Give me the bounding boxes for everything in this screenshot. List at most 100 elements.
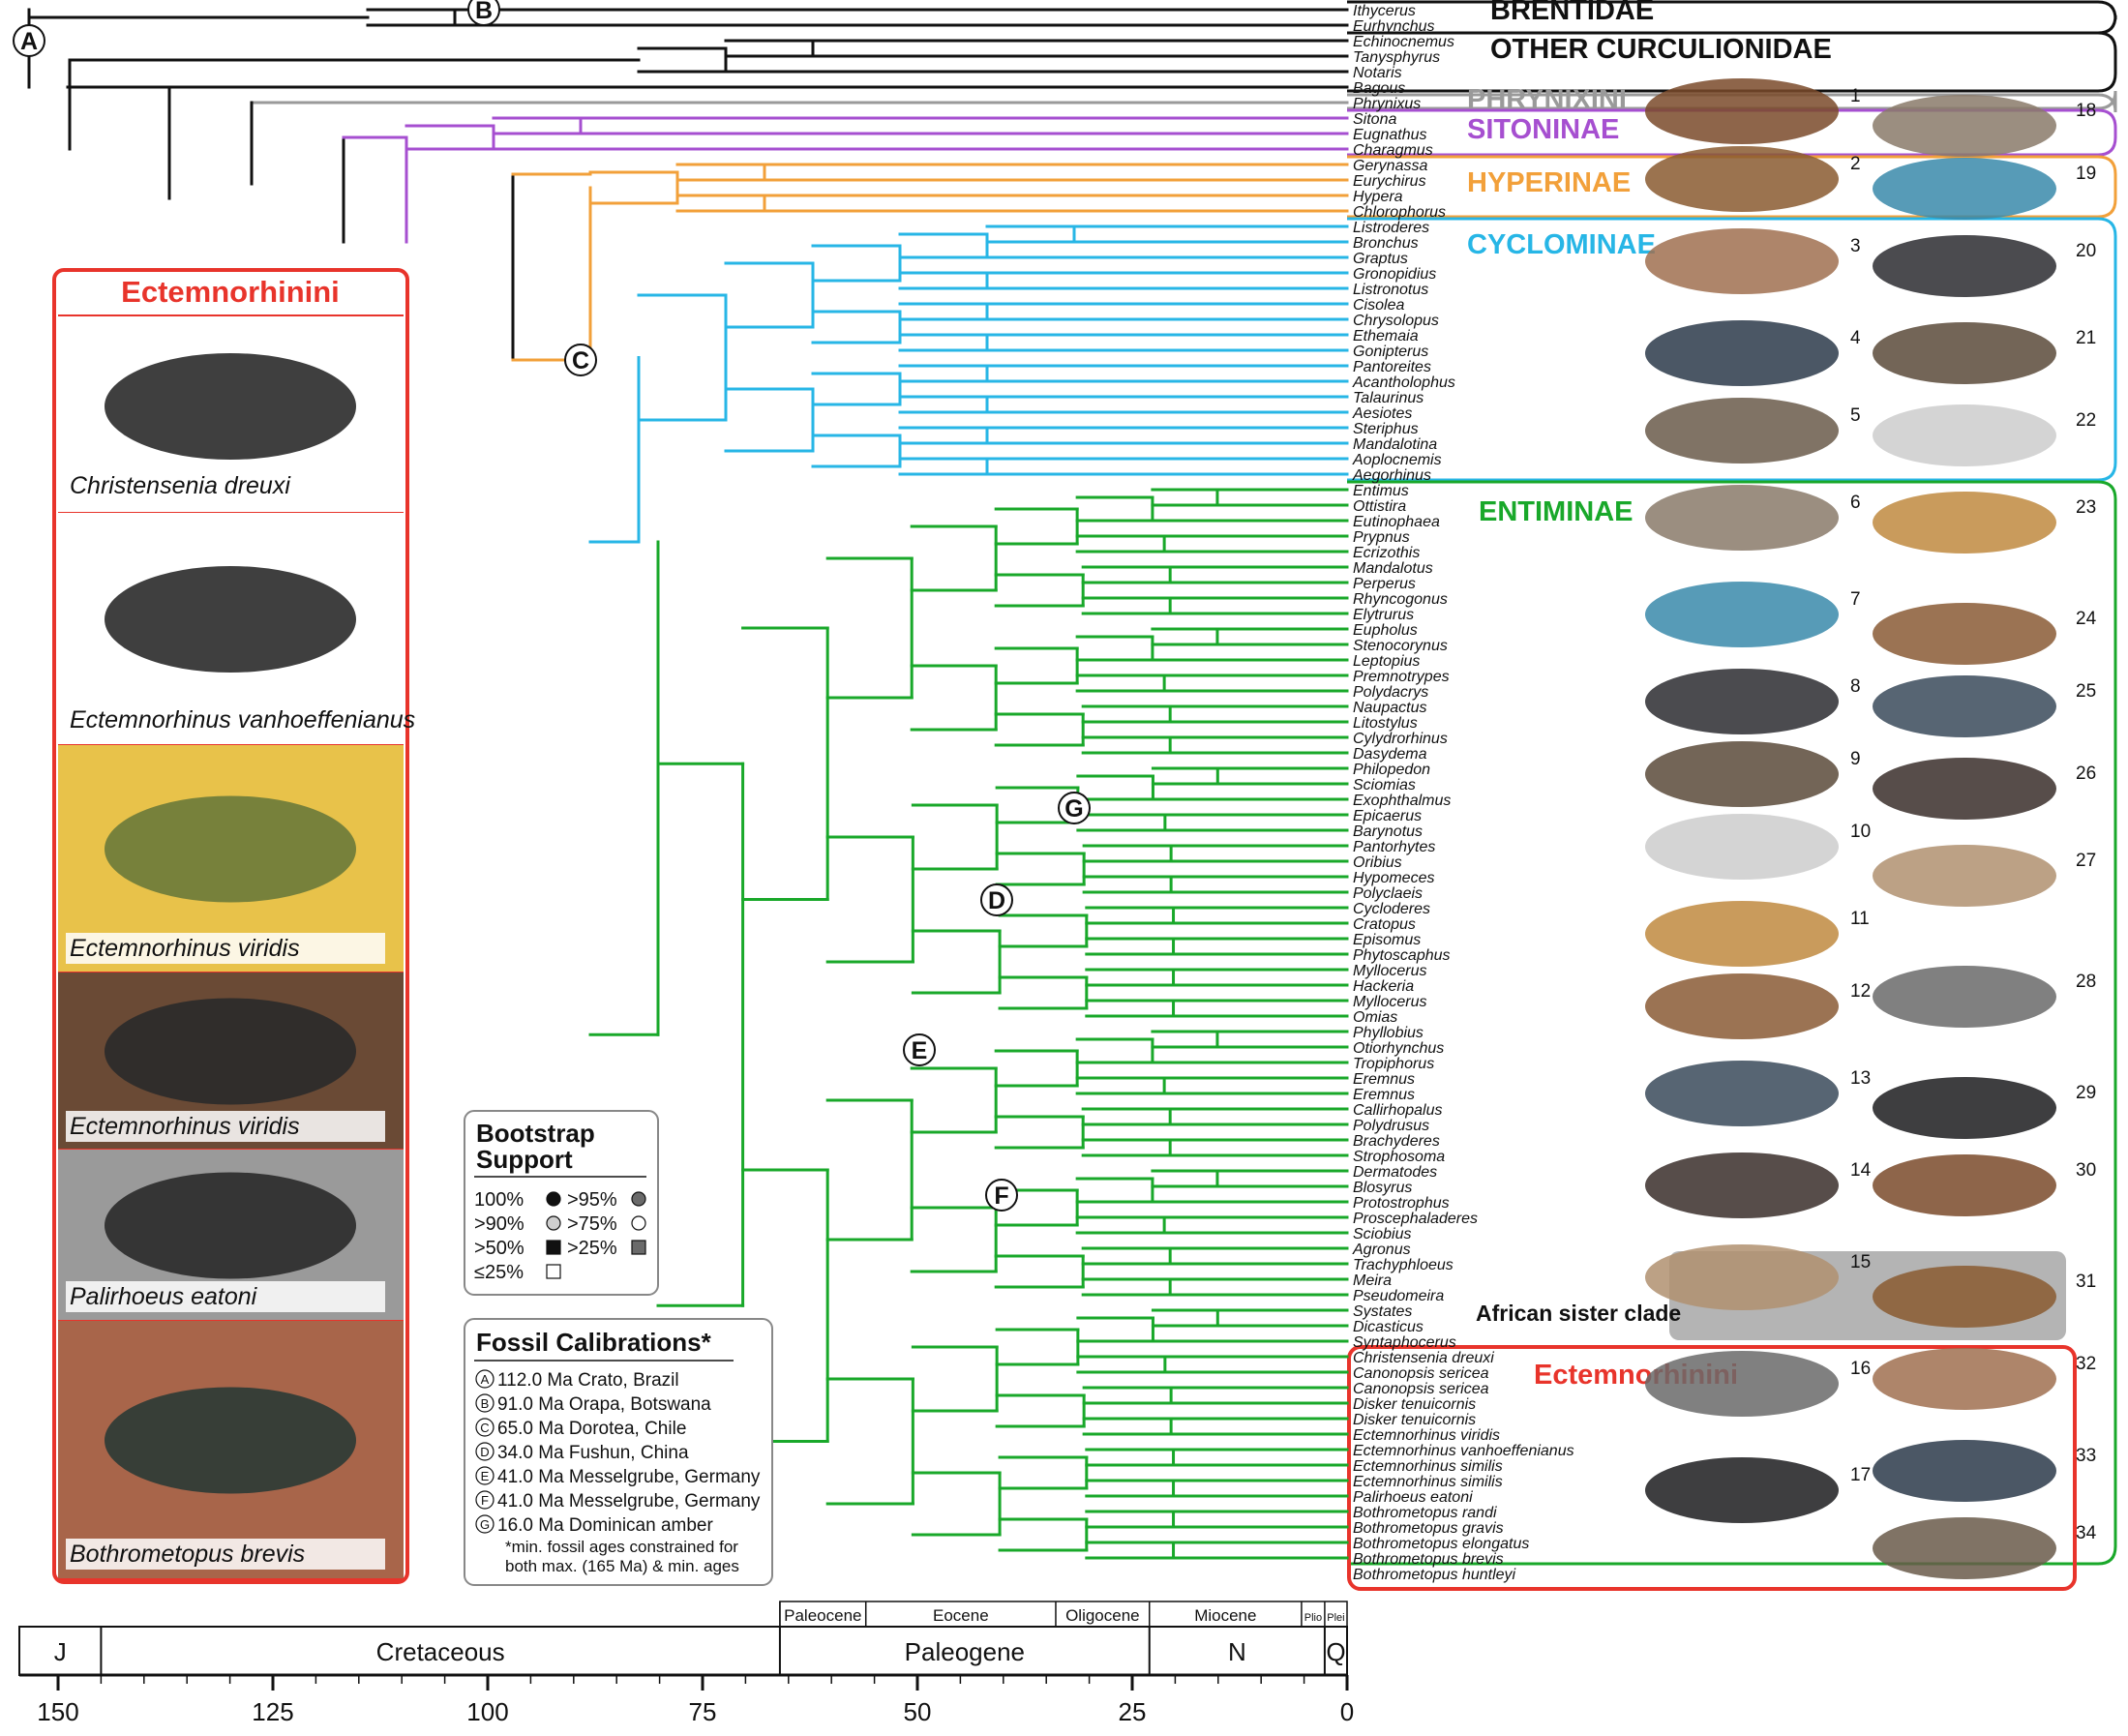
circle-black-icon bbox=[546, 1191, 561, 1207]
photo-number: 12 bbox=[1850, 981, 1871, 1002]
taxon-label: Eremnus bbox=[1353, 1087, 1415, 1103]
taxon-label: Listronotus bbox=[1353, 282, 1428, 298]
epoch-label: Paleocene bbox=[784, 1606, 861, 1625]
taxon-label: Acantholophus bbox=[1352, 374, 1455, 391]
bootstrap-label: >25% bbox=[567, 1238, 617, 1259]
taxon-label: Elytrurus bbox=[1353, 607, 1414, 623]
photo-number: 23 bbox=[2076, 497, 2096, 518]
taxon-label: Protostrophus bbox=[1353, 1195, 1450, 1212]
taxon-label: Gronopidius bbox=[1353, 266, 1436, 283]
square-grey-icon bbox=[631, 1240, 646, 1255]
taxon-label: Epicaerus bbox=[1353, 808, 1422, 824]
panel-caption: Christensenia dreuxi bbox=[70, 472, 291, 499]
bootstrap-label: ≤25% bbox=[474, 1262, 524, 1283]
specimen-photo-27 bbox=[1873, 845, 2056, 907]
caption-bg bbox=[66, 1281, 385, 1312]
taxon-label: Meira bbox=[1353, 1272, 1392, 1289]
taxon-label: Blosyrus bbox=[1353, 1180, 1412, 1196]
fossil-letter: B bbox=[481, 1396, 490, 1411]
period-label: Paleogene bbox=[905, 1637, 1025, 1666]
specimen-photo-19 bbox=[1873, 158, 2056, 220]
taxon-labels: IthycerusEurhynchusEchinocnemusTanysphyr… bbox=[1352, 3, 1574, 1583]
photo-number: 3 bbox=[1850, 236, 1861, 256]
taxon-label: Palirhoeus eatoni bbox=[1353, 1489, 1473, 1506]
taxon-label: Myllocerus bbox=[1353, 994, 1426, 1010]
node-label-circle bbox=[13, 24, 45, 57]
specimen-photo-column: 1234567891011121314151617181920212223242… bbox=[1645, 78, 2097, 1579]
taxon-label: Aesiotes bbox=[1352, 405, 1412, 422]
taxon-label: Gonipterus bbox=[1353, 344, 1428, 360]
taxon-label: Stenocorynus bbox=[1353, 638, 1448, 654]
taxon-label: Pantoreites bbox=[1353, 359, 1431, 375]
node-label-text: C bbox=[572, 347, 589, 374]
taxon-label: Eremnus bbox=[1353, 1071, 1415, 1088]
taxon-label: Leptopius bbox=[1353, 653, 1420, 670]
photo-number: 16 bbox=[1850, 1359, 1871, 1379]
specimen-photo-16 bbox=[1645, 1351, 1839, 1417]
photo-number: 28 bbox=[2076, 972, 2096, 992]
time-axis-label: 25 bbox=[1119, 1697, 1147, 1726]
fossil-text: 65.0 Ma Dorotea, Chile bbox=[497, 1419, 686, 1439]
specimen-photo-21 bbox=[1873, 322, 2056, 384]
panel-caption: Ectemnorhinus viridis bbox=[70, 1113, 300, 1140]
node-label-G: G bbox=[1058, 792, 1091, 824]
taxon-label: Bothrometopus brevis bbox=[1353, 1551, 1504, 1568]
node-label-B: B bbox=[467, 0, 500, 26]
photo-number: 6 bbox=[1850, 493, 1861, 513]
photo-number: 17 bbox=[1850, 1465, 1871, 1485]
node-label-circle bbox=[903, 1033, 936, 1066]
group-label-phrynixini: PHRYNIXINI bbox=[1467, 84, 1627, 115]
specimen-photo-29 bbox=[1873, 1077, 2056, 1139]
photo-number: 5 bbox=[1850, 405, 1861, 426]
time-axis-label: 150 bbox=[37, 1697, 78, 1726]
taxon-label: Brachyderes bbox=[1353, 1133, 1440, 1150]
taxon-label: Ectemnorhinus similis bbox=[1353, 1458, 1503, 1475]
node-label-circle bbox=[985, 1179, 1018, 1212]
specimen-photo-7 bbox=[1645, 582, 1839, 647]
specimen-photo-10 bbox=[1645, 814, 1839, 880]
taxon-label: Proscephaladeres bbox=[1353, 1211, 1478, 1227]
taxon-label: Eurychirus bbox=[1353, 173, 1426, 190]
taxon-label: Eurhynchus bbox=[1353, 18, 1435, 35]
node-label-text: G bbox=[1064, 795, 1083, 823]
fossil-letter: E bbox=[481, 1469, 490, 1483]
fossil-text: 34.0 Ma Fushun, China bbox=[497, 1443, 689, 1463]
taxon-label: Callirhopalus bbox=[1353, 1102, 1443, 1119]
taxon-label: Eupholus bbox=[1353, 622, 1418, 639]
epoch-label: Plei bbox=[1327, 1612, 1344, 1624]
fossil-letter-circle bbox=[475, 1369, 495, 1389]
taxon-label: Dicasticus bbox=[1353, 1319, 1424, 1335]
taxon-label: Ecrizothis bbox=[1353, 545, 1420, 561]
taxon-label: Bothrometopus randi bbox=[1353, 1505, 1497, 1521]
period-row bbox=[18, 1626, 1348, 1676]
taxon-label: Eutinophaea bbox=[1353, 514, 1440, 530]
bootstrap-label: >95% bbox=[567, 1189, 617, 1211]
epoch-label: Oligocene bbox=[1065, 1606, 1140, 1625]
taxon-label: Bronchus bbox=[1353, 235, 1419, 252]
fossil-letter-circle bbox=[475, 1490, 495, 1510]
specimen-photo-2 bbox=[1645, 146, 1839, 212]
node-label-circle bbox=[1058, 792, 1091, 824]
fossil-letter: D bbox=[480, 1445, 489, 1459]
epoch-label: Miocene bbox=[1194, 1606, 1256, 1625]
photo-number: 32 bbox=[2076, 1354, 2096, 1374]
node-label-circle bbox=[564, 344, 597, 376]
clade-bracket bbox=[1347, 155, 2117, 219]
fossil-letter-circle bbox=[475, 1466, 495, 1485]
taxon-label: Premnotrypes bbox=[1353, 669, 1450, 685]
specimen-photo-34 bbox=[1873, 1517, 2056, 1579]
taxon-label: Ectemnorhinus similis bbox=[1353, 1474, 1503, 1490]
clade-bracket bbox=[1347, 480, 2117, 1566]
specimen-photo-31 bbox=[1873, 1266, 2056, 1328]
panel-beetle-6 bbox=[105, 1387, 356, 1494]
circle-grey-icon bbox=[631, 1191, 646, 1207]
time-axis-label: 75 bbox=[689, 1697, 717, 1726]
specimen-photo-4 bbox=[1645, 320, 1839, 386]
taxon-label: Graptus bbox=[1353, 251, 1408, 267]
taxon-label: Perperus bbox=[1353, 576, 1416, 592]
specimen-photo-3 bbox=[1645, 228, 1839, 294]
taxon-label: Gerynassa bbox=[1353, 158, 1427, 174]
specimen-photo-28 bbox=[1873, 966, 2056, 1028]
photo-number: 15 bbox=[1850, 1252, 1871, 1272]
